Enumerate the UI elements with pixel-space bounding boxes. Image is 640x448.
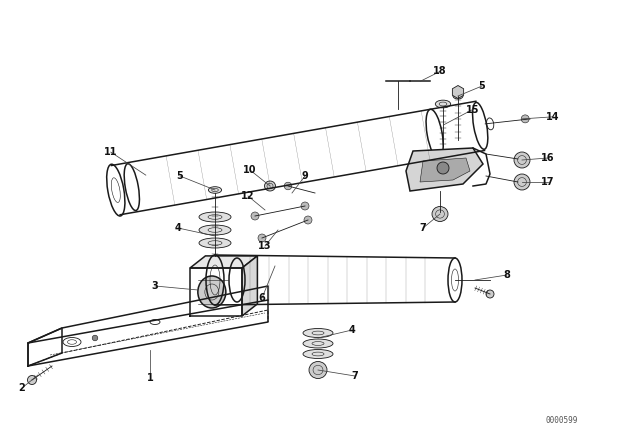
Text: 16: 16 — [541, 153, 555, 163]
Ellipse shape — [199, 225, 231, 235]
Polygon shape — [190, 256, 257, 268]
Polygon shape — [406, 148, 483, 191]
Text: 7: 7 — [351, 371, 358, 381]
Text: 4: 4 — [349, 325, 355, 335]
Ellipse shape — [303, 349, 333, 358]
Text: 13: 13 — [259, 241, 272, 251]
Text: 18: 18 — [433, 66, 447, 76]
Text: 10: 10 — [243, 165, 257, 175]
Text: 0000599: 0000599 — [546, 415, 578, 425]
Text: 15: 15 — [466, 105, 479, 115]
Text: 9: 9 — [301, 171, 308, 181]
Ellipse shape — [309, 362, 327, 379]
Text: 14: 14 — [545, 112, 559, 122]
Circle shape — [304, 216, 312, 224]
Circle shape — [92, 335, 98, 341]
Ellipse shape — [199, 238, 231, 248]
Ellipse shape — [432, 207, 448, 221]
Text: 2: 2 — [19, 383, 26, 393]
Text: 11: 11 — [104, 147, 118, 157]
Circle shape — [301, 202, 309, 210]
Circle shape — [251, 212, 259, 220]
Text: 3: 3 — [152, 281, 158, 291]
Circle shape — [486, 290, 494, 298]
Text: 4: 4 — [175, 223, 181, 233]
Circle shape — [258, 234, 266, 242]
Ellipse shape — [199, 212, 231, 222]
Circle shape — [284, 182, 292, 190]
Polygon shape — [452, 86, 463, 99]
Ellipse shape — [198, 276, 226, 308]
Text: 5: 5 — [177, 171, 184, 181]
Circle shape — [521, 115, 529, 123]
Text: 7: 7 — [420, 223, 426, 233]
Text: 17: 17 — [541, 177, 555, 187]
Ellipse shape — [264, 181, 275, 191]
Circle shape — [437, 162, 449, 174]
Ellipse shape — [514, 174, 530, 190]
Text: 1: 1 — [147, 373, 154, 383]
Ellipse shape — [435, 100, 451, 108]
Ellipse shape — [303, 339, 333, 348]
Ellipse shape — [209, 187, 221, 193]
Text: 6: 6 — [259, 293, 266, 303]
Text: 8: 8 — [504, 270, 511, 280]
Ellipse shape — [303, 328, 333, 337]
Circle shape — [28, 375, 36, 384]
Ellipse shape — [453, 93, 463, 99]
Text: 5: 5 — [479, 81, 485, 91]
Polygon shape — [420, 158, 470, 182]
Polygon shape — [242, 256, 257, 316]
Ellipse shape — [514, 152, 530, 168]
Text: 12: 12 — [241, 191, 255, 201]
